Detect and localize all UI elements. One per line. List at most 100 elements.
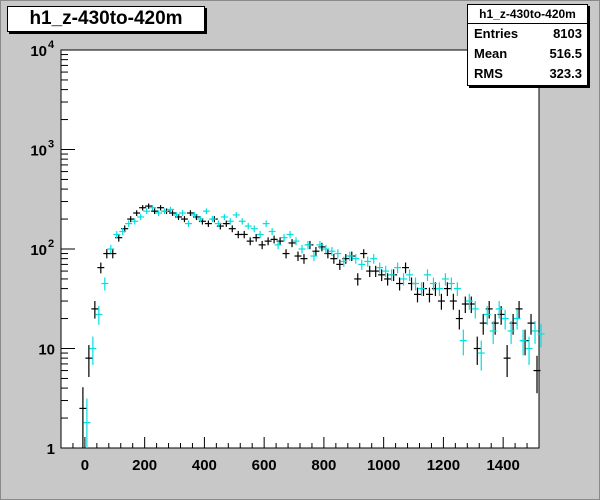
data-point [425, 287, 433, 303]
data-point [531, 321, 539, 344]
data-point [330, 254, 338, 264]
data-point [515, 301, 523, 319]
data-point [300, 254, 308, 264]
data-point [169, 210, 177, 216]
data-point [190, 212, 198, 218]
data-point [465, 293, 473, 310]
y-tick-label: 10 [30, 143, 47, 160]
data-point [358, 259, 366, 270]
data-point [268, 228, 276, 236]
data-point [366, 265, 374, 278]
data-point [376, 262, 384, 274]
data-point [384, 273, 392, 286]
data-point [449, 293, 457, 310]
stats-value: 323.3 [549, 66, 582, 81]
data-point [304, 240, 312, 250]
data-point [270, 235, 278, 244]
data-point [294, 251, 302, 261]
data-point [483, 306, 491, 325]
data-point [396, 277, 404, 291]
data-point [328, 246, 336, 256]
data-point [184, 220, 192, 227]
x-tick-label: 400 [192, 457, 217, 474]
data-point [155, 210, 163, 216]
data-point [238, 218, 246, 225]
data-point [282, 249, 290, 259]
data-point [286, 230, 294, 239]
data-point [204, 220, 212, 227]
data-point [143, 208, 151, 215]
stats-row-entries: Entries 8103 [468, 24, 587, 44]
data-point [149, 205, 157, 211]
data-point [513, 309, 521, 330]
data-point [202, 208, 210, 215]
data-point [97, 262, 105, 274]
data-point [173, 212, 181, 218]
data-point [280, 234, 288, 242]
data-point [103, 249, 111, 259]
data-point [244, 222, 252, 230]
data-point [447, 277, 455, 291]
data-point [414, 287, 421, 303]
data-point [519, 329, 527, 356]
data-point [394, 262, 402, 274]
stats-title: h1_z-430to-420m [468, 5, 587, 24]
data-point [240, 230, 248, 239]
data-point [489, 321, 497, 344]
x-tick-label: 1400 [486, 457, 519, 474]
data-point [95, 306, 103, 325]
data-point [107, 244, 115, 254]
data-point [453, 282, 461, 297]
data-point [336, 259, 344, 270]
data-point [370, 254, 378, 264]
data-point [258, 240, 266, 250]
data-point [228, 225, 236, 233]
data-point [133, 210, 141, 216]
data-point [226, 218, 234, 225]
data-point [435, 282, 443, 297]
data-point [186, 210, 194, 216]
data-point [157, 205, 165, 211]
data-point [459, 329, 467, 356]
data-point [292, 237, 300, 246]
data-point [412, 277, 420, 291]
data-point [250, 225, 258, 233]
data-point [495, 301, 503, 319]
stats-label: Mean [474, 46, 508, 61]
data-point [274, 240, 282, 250]
data-point [151, 208, 159, 215]
data-point [127, 216, 135, 223]
data-point [437, 293, 445, 310]
data-point [214, 220, 222, 227]
data-point [382, 265, 390, 278]
data-point [246, 237, 254, 246]
data-point [479, 313, 487, 335]
data-point [101, 277, 109, 291]
data-point [378, 269, 386, 282]
data-point [179, 210, 186, 216]
data-point [234, 230, 242, 239]
data-point [196, 216, 204, 223]
data-point [471, 301, 479, 319]
data-point [312, 246, 320, 256]
data-point [252, 234, 260, 242]
stats-row-rms: RMS 323.3 [468, 64, 587, 84]
data-point [232, 212, 240, 218]
data-point [503, 345, 511, 377]
data-point [372, 265, 380, 278]
y-tick-exponent: 4 [48, 39, 55, 51]
data-point [288, 239, 296, 248]
data-point [340, 256, 348, 267]
data-point [507, 321, 515, 344]
y-tick-label: 10 [38, 342, 55, 359]
series-1 [79, 203, 541, 448]
data-point [418, 282, 425, 297]
x-tick-label: 1000 [367, 457, 400, 474]
data-point [322, 244, 330, 254]
data-point [533, 355, 541, 394]
data-point [298, 244, 306, 254]
data-point [525, 336, 533, 365]
x-tick-label: 1200 [427, 457, 460, 474]
data-point [79, 387, 87, 448]
